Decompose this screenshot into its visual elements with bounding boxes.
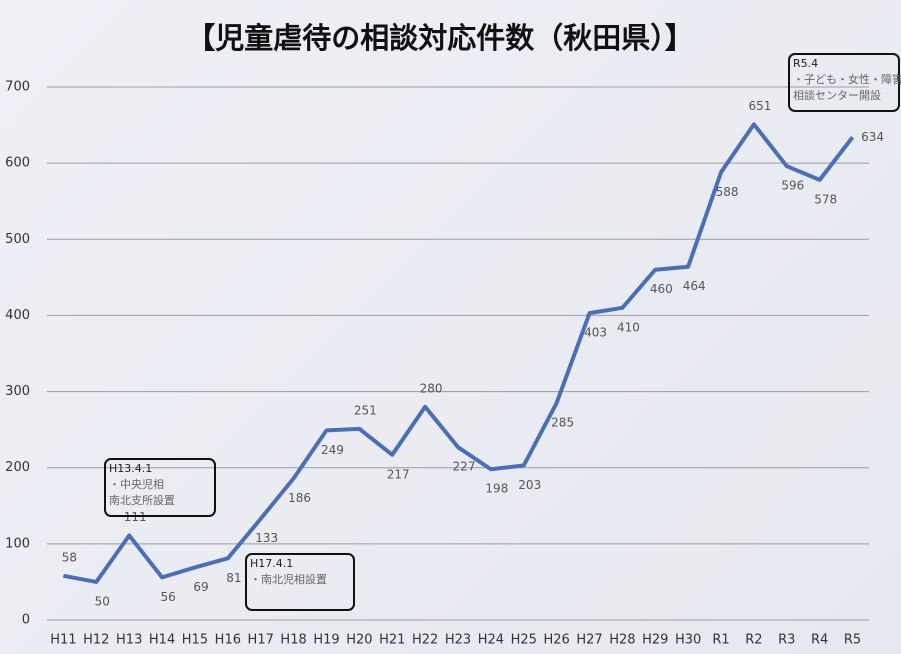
annotation-box — [104, 458, 216, 517]
data-label: 634 — [861, 130, 884, 144]
y-tick-label: 600 — [5, 156, 30, 171]
x-tick-label: H27 — [576, 633, 602, 648]
y-tick-label: 700 — [5, 80, 30, 95]
x-tick-label: H13 — [116, 633, 142, 648]
data-label: 186 — [288, 491, 311, 505]
annotation-text: H17.4.1 — [250, 557, 293, 570]
data-label: 460 — [650, 282, 673, 296]
x-tick-label: H19 — [313, 633, 339, 648]
data-label: 58 — [62, 550, 77, 564]
data-label: 198 — [485, 482, 508, 496]
data-label: 285 — [551, 415, 574, 429]
x-tick-label: H29 — [642, 633, 668, 648]
data-label: 227 — [453, 460, 476, 474]
data-label: 403 — [584, 326, 607, 340]
data-label: 50 — [95, 594, 110, 608]
data-label: 280 — [420, 381, 443, 395]
annotation-text: ・南北児相設置 — [250, 572, 327, 586]
x-tick-label: R2 — [745, 633, 762, 648]
x-tick-label: H23 — [445, 633, 471, 648]
x-tick-label: R4 — [811, 633, 828, 648]
data-label: 217 — [387, 467, 410, 481]
annotation-text: ・子ども・女性・障害者 — [793, 72, 901, 86]
data-label: 81 — [226, 571, 241, 585]
data-label: 410 — [617, 320, 640, 334]
data-line — [63, 122, 855, 584]
x-tick-label: H14 — [149, 633, 175, 648]
data-label: 203 — [518, 478, 541, 492]
x-tick-label: H17 — [248, 633, 274, 648]
annotation-box — [788, 53, 900, 112]
x-tick-label: H12 — [83, 633, 109, 648]
x-tick-label: H16 — [215, 633, 241, 648]
y-tick-label: 100 — [5, 536, 30, 551]
data-label: 69 — [193, 580, 208, 594]
x-tick-label: H20 — [346, 633, 372, 648]
y-tick-label: 500 — [5, 232, 30, 247]
y-tick-label: 400 — [5, 308, 30, 323]
data-label: 251 — [354, 403, 377, 417]
annotation-text: 相談センター開設 — [793, 88, 881, 102]
annotation-text: H13.4.1 — [109, 462, 152, 475]
x-tick-label: H18 — [280, 633, 306, 648]
data-label: 588 — [716, 185, 739, 199]
x-tick-label: H30 — [675, 633, 701, 648]
annotation-text: ・中央児相 — [109, 478, 164, 491]
data-label: 249 — [321, 443, 344, 457]
x-tick-label: H26 — [543, 633, 569, 648]
data-label: 133 — [255, 531, 278, 545]
annotation-text: 南北支所設置 — [109, 493, 175, 507]
y-tick-label: 0 — [22, 613, 30, 628]
x-tick-label: R3 — [778, 633, 795, 648]
data-label: 464 — [683, 279, 706, 293]
data-label: 596 — [781, 179, 804, 193]
x-tick-label: R5 — [844, 633, 861, 648]
x-tick-label: H25 — [511, 633, 537, 648]
data-label: 56 — [160, 590, 175, 604]
x-tick-label: R1 — [712, 633, 729, 648]
y-tick-label: 200 — [5, 460, 30, 475]
data-label: 651 — [748, 99, 771, 113]
annotation-box — [245, 553, 355, 611]
chart-title: 【児童虐待の相談対応件数（秋田県）】 — [186, 21, 694, 55]
x-tick-label: H21 — [379, 633, 405, 648]
x-tick-label: H28 — [609, 633, 635, 648]
y-tick-label: 300 — [5, 384, 30, 399]
x-tick-label: H15 — [182, 633, 208, 648]
x-tick-label: H24 — [478, 633, 504, 648]
x-tick-label: H11 — [50, 633, 76, 648]
annotation-text: R5.4 — [793, 57, 818, 70]
data-label: 578 — [814, 192, 837, 206]
x-tick-label: H22 — [412, 633, 438, 648]
